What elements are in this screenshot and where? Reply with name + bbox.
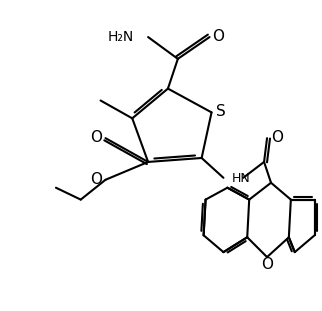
Text: H₂N: H₂N	[108, 30, 134, 44]
Text: O: O	[90, 130, 103, 145]
Text: O: O	[213, 29, 224, 44]
Text: S: S	[216, 104, 225, 119]
Text: HN: HN	[232, 172, 250, 185]
Text: O: O	[261, 257, 273, 272]
Text: O: O	[90, 172, 103, 187]
Text: O: O	[271, 130, 283, 145]
